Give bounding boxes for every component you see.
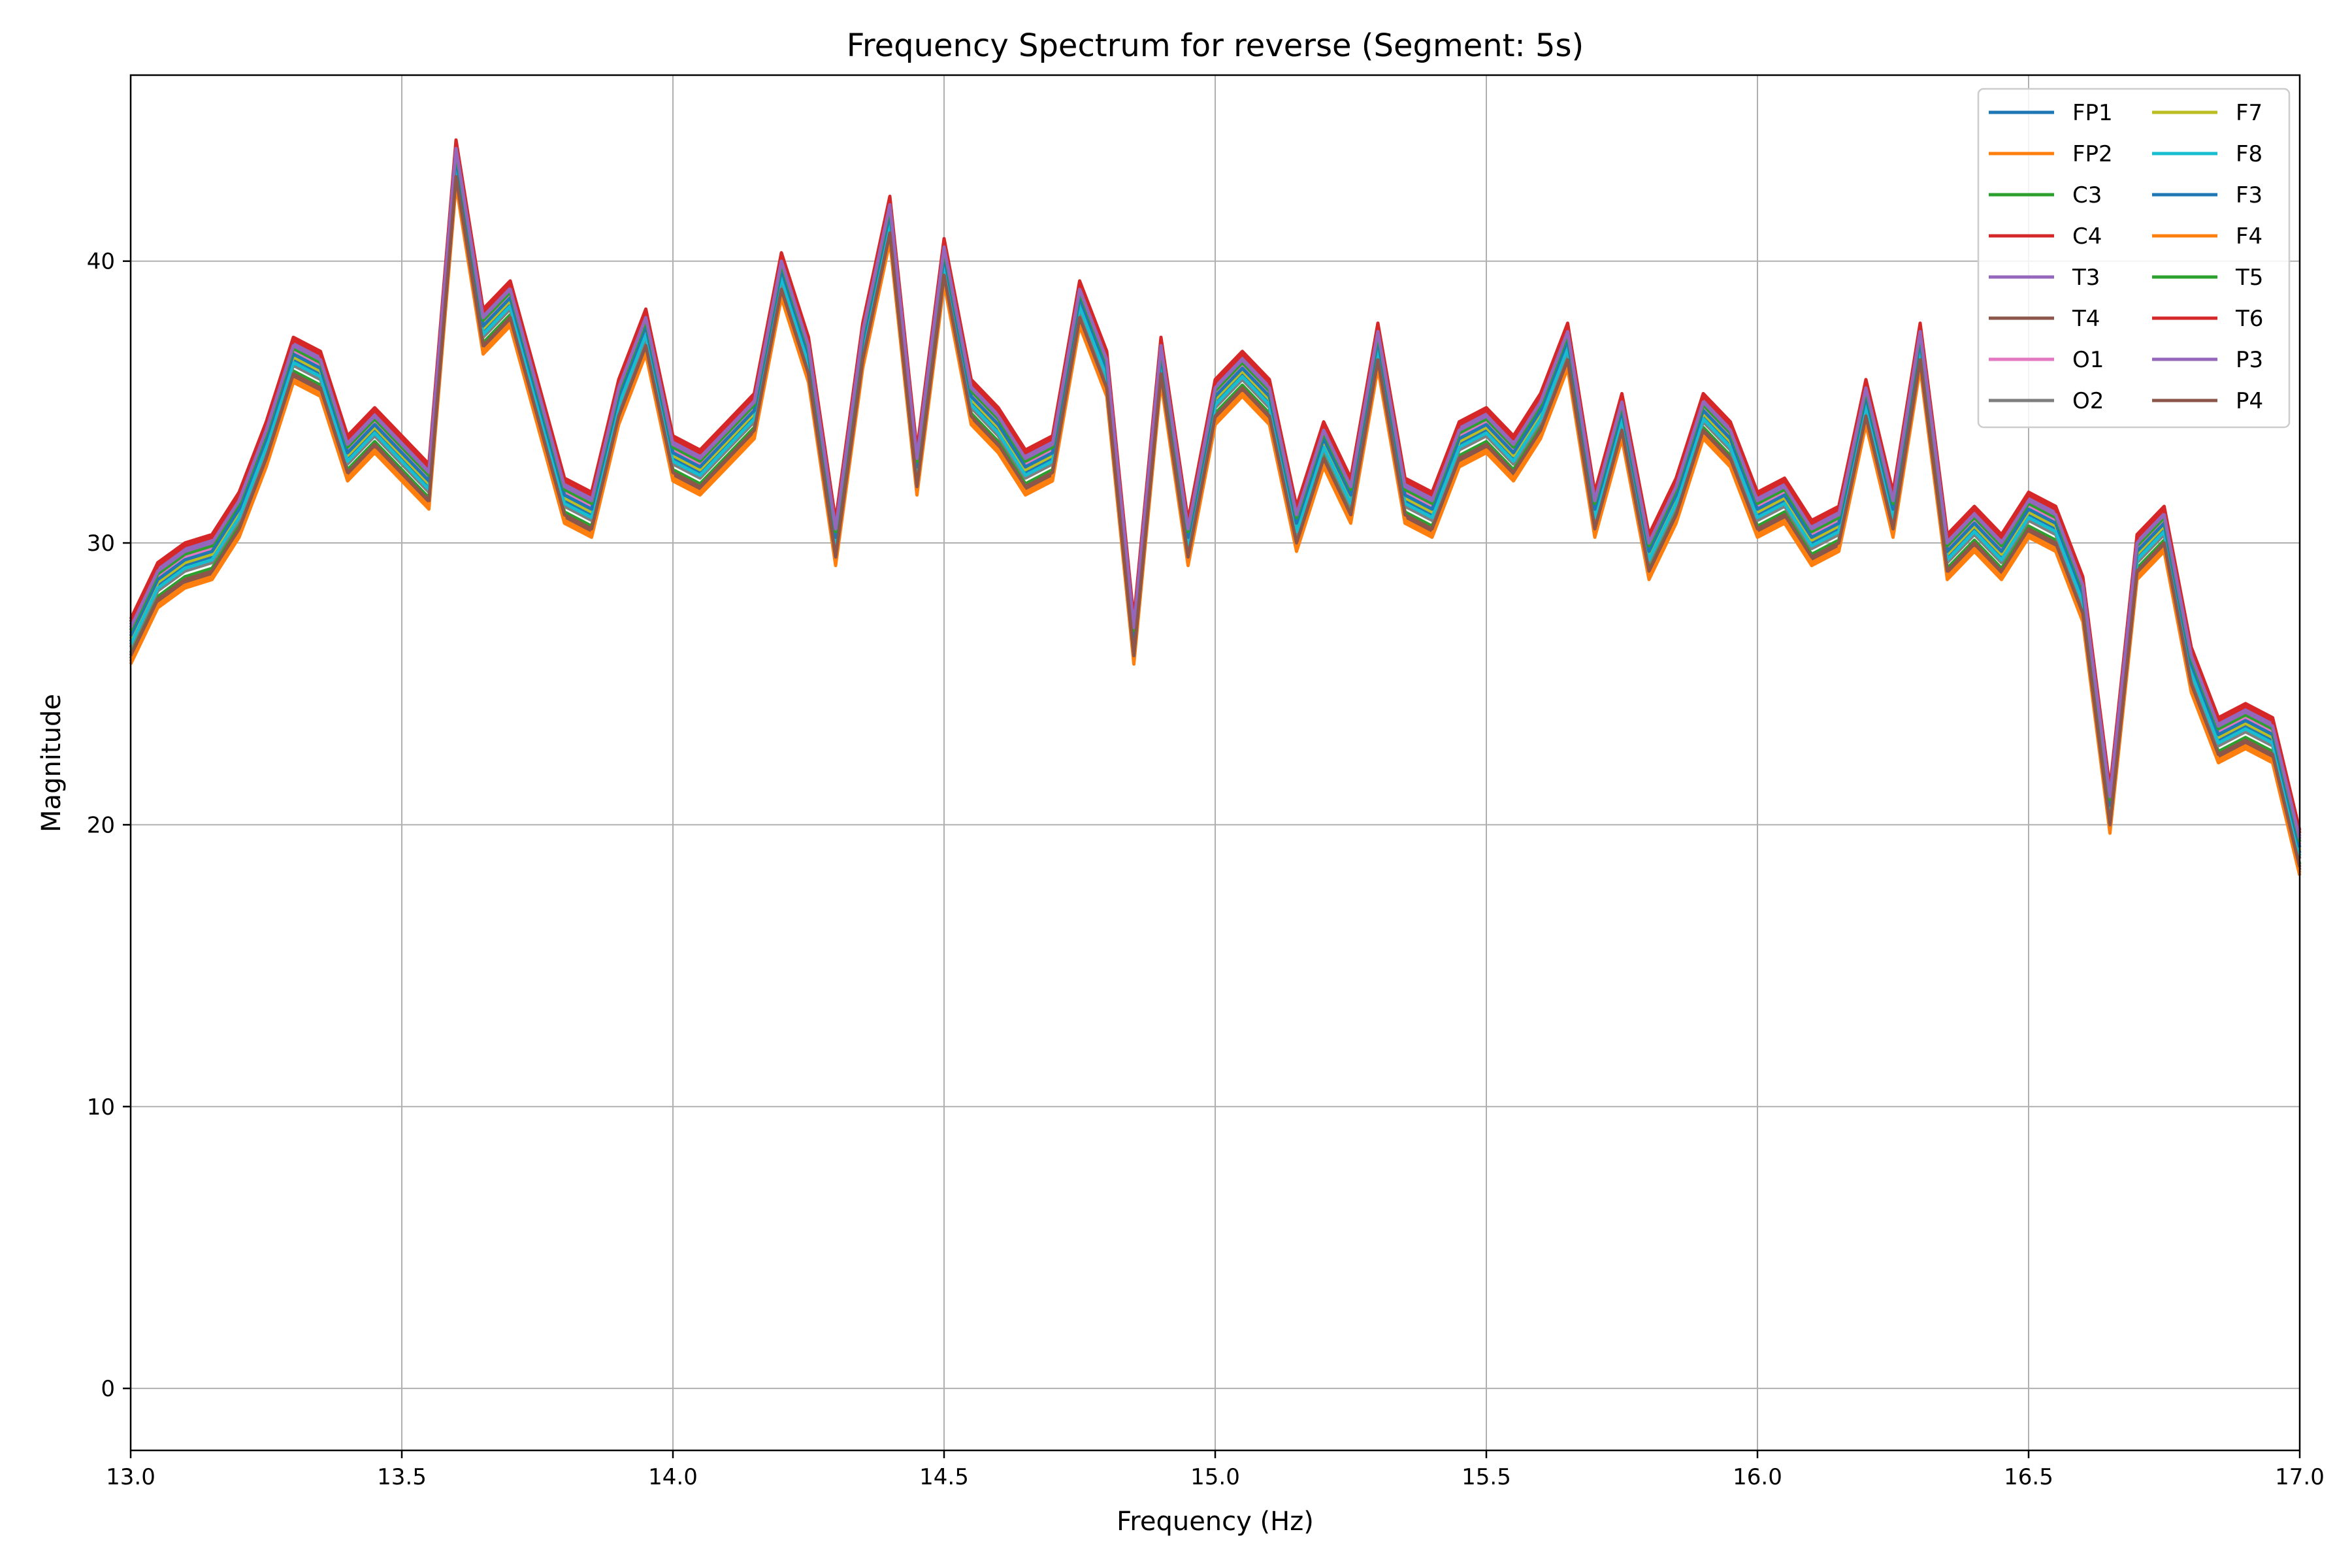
x-tick-label: 15.5 (1462, 1464, 1511, 1490)
legend-label: T3 (2072, 265, 2100, 291)
y-tick-label: 0 (101, 1376, 115, 1402)
legend-label: P4 (2236, 388, 2263, 414)
y-tick-label: 20 (87, 812, 115, 838)
legend-label: T5 (2235, 265, 2263, 291)
y-tick-label: 40 (87, 249, 115, 275)
series-line-p3 (129, 146, 2302, 840)
x-axis-label: Frequency (Hz) (1117, 1507, 1314, 1537)
chart-title: Frequency Spectrum for reverse (Segment:… (847, 27, 1584, 64)
x-axis-ticks: 13.0 13.5 14.0 14.5 15.0 15.5 16.0 16.5 17.0 (106, 1450, 2325, 1490)
x-tick-label: 13.0 (106, 1464, 155, 1490)
y-axis-label: Magnitude (37, 694, 67, 832)
legend-label: C4 (2072, 223, 2102, 250)
legend-label: C3 (2072, 182, 2102, 208)
legend-label: F3 (2236, 182, 2262, 208)
x-tick-label: 15.0 (1190, 1464, 1240, 1490)
legend-label: FP2 (2072, 141, 2113, 167)
x-tick-label: 14.5 (919, 1464, 969, 1490)
legend-label: T4 (2072, 306, 2100, 332)
x-tick-label: 13.5 (377, 1464, 427, 1490)
legend-label: O1 (2072, 347, 2104, 373)
y-tick-label: 10 (87, 1094, 115, 1120)
legend-label: FP1 (2072, 100, 2113, 126)
legend: FP1 FP2 C3 C4 T3 T4 O1 O2 F7 F8 F3 F4 T5 T6 P3 P4 (1977, 88, 2291, 429)
series-line-p4 (129, 174, 2302, 868)
x-tick-label: 14.0 (648, 1464, 698, 1490)
x-tick-label: 16.0 (1733, 1464, 1782, 1490)
legend-label: O2 (2072, 388, 2104, 414)
x-tick-label: 17.0 (2275, 1464, 2325, 1490)
y-axis-ticks: 0 10 20 30 40 (87, 249, 131, 1402)
legend-box (1977, 88, 2291, 429)
legend-label: F4 (2236, 223, 2262, 250)
legend-label: F8 (2236, 141, 2262, 167)
x-tick-label: 16.5 (2004, 1464, 2053, 1490)
y-tick-label: 30 (87, 531, 115, 557)
series-lines (129, 138, 2302, 876)
legend-label: P3 (2236, 347, 2263, 373)
legend-label: T6 (2235, 306, 2263, 332)
legend-label: F7 (2236, 100, 2262, 126)
